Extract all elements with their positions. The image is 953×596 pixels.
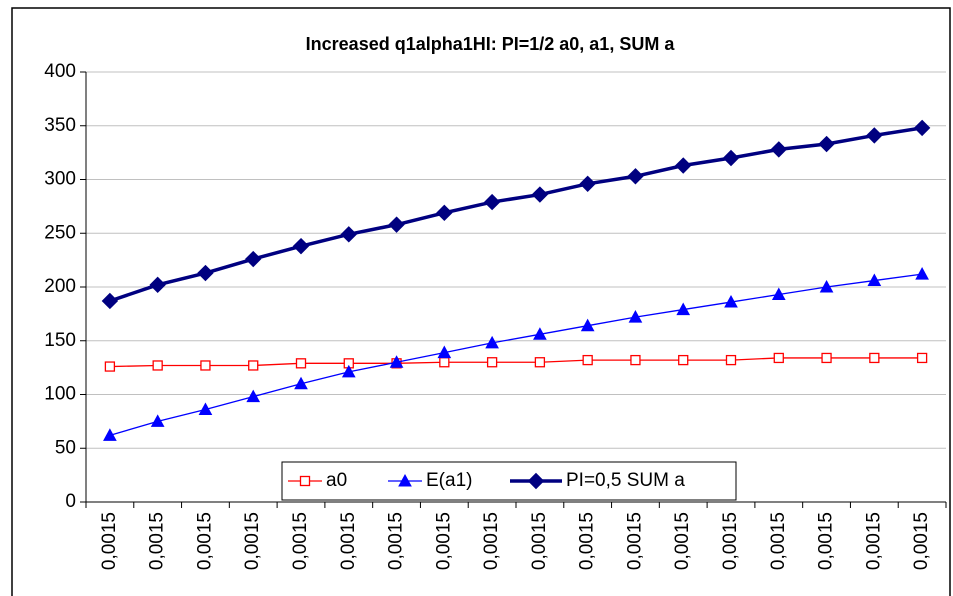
data-point [770, 141, 787, 158]
data-point [437, 345, 452, 359]
data-point [915, 267, 929, 280]
data-point [295, 358, 307, 369]
x-tick-label: 0,0015 [768, 512, 789, 570]
data-point [866, 127, 883, 144]
y-tick-label: 50 [55, 437, 76, 458]
x-tick-label: 0,0015 [99, 512, 120, 570]
data-point [818, 135, 835, 153]
data-point [678, 354, 689, 366]
y-tick-label: 200 [44, 276, 76, 297]
data-point [676, 302, 691, 316]
x-tick-label: 0,0015 [911, 512, 932, 570]
data-point [294, 376, 308, 390]
data-point [913, 119, 931, 137]
legend-marker [299, 475, 311, 487]
data-point [103, 428, 117, 441]
y-tick-label: 250 [44, 222, 76, 243]
data-point [675, 157, 692, 174]
data-point [340, 226, 357, 243]
data-point [198, 402, 213, 416]
data-point [245, 250, 262, 268]
data-point [724, 295, 738, 308]
data-point [628, 310, 643, 323]
data-point [439, 357, 450, 368]
x-tick-label: 0,0015 [386, 512, 407, 570]
x-tick-label: 0,0015 [816, 512, 837, 570]
x-tick-label: 0,0015 [433, 512, 454, 570]
legend-label: PI=0,5 SUM a [566, 470, 685, 491]
data-point [869, 352, 880, 364]
data-point [389, 355, 404, 368]
data-point [630, 354, 641, 366]
data-point [771, 287, 786, 301]
data-point [200, 360, 211, 371]
data-point [916, 352, 928, 364]
legend-marker [398, 473, 412, 487]
data-point [580, 318, 595, 332]
y-tick-label: 0 [65, 491, 76, 512]
data-point [485, 335, 499, 349]
data-point [627, 168, 644, 185]
data-point [725, 354, 737, 366]
data-point [149, 276, 166, 294]
y-tick-label: 350 [44, 115, 76, 136]
x-tick-label: 0,0015 [624, 512, 645, 570]
data-point [388, 216, 405, 233]
data-point [534, 357, 546, 368]
data-point [152, 360, 163, 371]
data-point [486, 357, 498, 368]
data-point [104, 361, 116, 372]
x-tick-label: 0,0015 [481, 512, 502, 570]
data-point [101, 292, 119, 310]
legend: a0 E(a1) PI=0,5 SUM a [281, 461, 737, 501]
legend-label: a0 [326, 470, 347, 491]
data-point [248, 360, 259, 371]
x-tick-label: 0,0015 [720, 512, 741, 570]
data-point [533, 327, 547, 340]
data-point [531, 186, 549, 203]
data-point [150, 414, 165, 427]
series-line [109, 126, 923, 303]
data-point [197, 264, 214, 282]
data-point [773, 352, 784, 364]
x-tick-label: 0,0015 [529, 512, 550, 570]
x-tick-label: 0,0015 [290, 512, 311, 570]
x-tick-label: 0,0015 [147, 512, 168, 570]
series-line [109, 273, 923, 436]
legend-label: E(a1) [426, 470, 472, 491]
legend-marker [527, 472, 545, 490]
data-point [722, 149, 740, 167]
data-point [579, 175, 596, 193]
legend-box [281, 461, 737, 501]
x-tick-label: 0,0015 [242, 512, 263, 570]
data-point [341, 364, 356, 378]
x-tick-label: 0,0015 [338, 512, 359, 570]
series-line [109, 357, 923, 368]
y-tick-label: 100 [44, 384, 76, 405]
data-point [821, 352, 832, 364]
x-tick-label: 0,0015 [672, 512, 693, 570]
y-tick-label: 150 [44, 330, 76, 351]
data-point [292, 237, 310, 255]
chart-title: Increased q1alpha1HI: PI=1/2 a0, a1, SUM… [306, 34, 676, 54]
x-tick-label: 0,0015 [863, 512, 884, 570]
x-tick-label: 0,0015 [194, 512, 215, 570]
data-point [867, 273, 882, 287]
data-point [436, 204, 453, 222]
y-tick-label: 300 [44, 169, 76, 190]
y-tick-label: 400 [44, 61, 76, 82]
data-point [246, 389, 261, 403]
data-point [483, 193, 501, 211]
data-point [819, 279, 834, 293]
data-point [582, 354, 593, 366]
x-tick-label: 0,0015 [577, 512, 598, 570]
chart-frame [11, 7, 951, 596]
